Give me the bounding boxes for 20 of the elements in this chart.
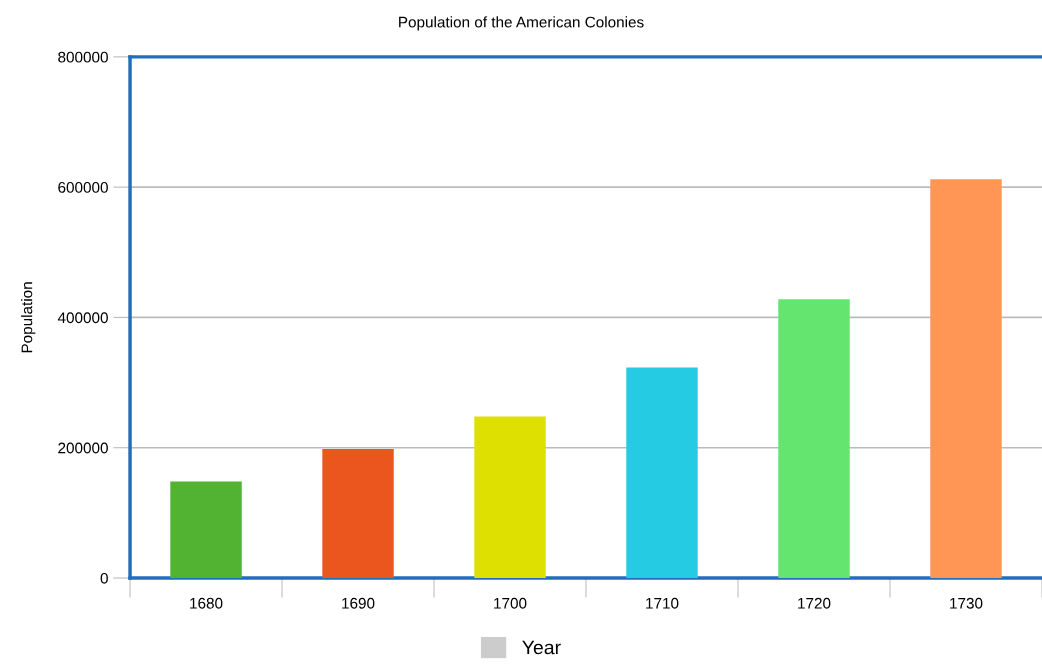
y-tick-label: 200000	[58, 442, 108, 454]
y-tick-label: 400000	[57, 312, 108, 324]
y-tick-label: 800000	[58, 51, 108, 63]
bar	[322, 449, 394, 579]
x-tick-label: 1700	[494, 597, 527, 609]
y-tick-label: 600000	[58, 182, 108, 193]
chart-title: Population of the American Colonies	[399, 16, 644, 31]
x-tick-label: 1690	[342, 597, 375, 609]
x-tick-label: 1730	[950, 597, 983, 609]
bar	[930, 179, 1002, 579]
bar	[170, 481, 242, 579]
y-tick-label: 0	[100, 572, 108, 584]
bar	[474, 416, 546, 579]
text: Year	[522, 640, 561, 655]
x-tick-label: 1680	[190, 597, 223, 609]
y-axis-title: Population	[21, 282, 36, 353]
bar	[778, 299, 850, 579]
bar	[626, 367, 698, 579]
x-tick-label: 1710	[646, 597, 679, 609]
x-tick-label: 1720	[798, 597, 831, 609]
